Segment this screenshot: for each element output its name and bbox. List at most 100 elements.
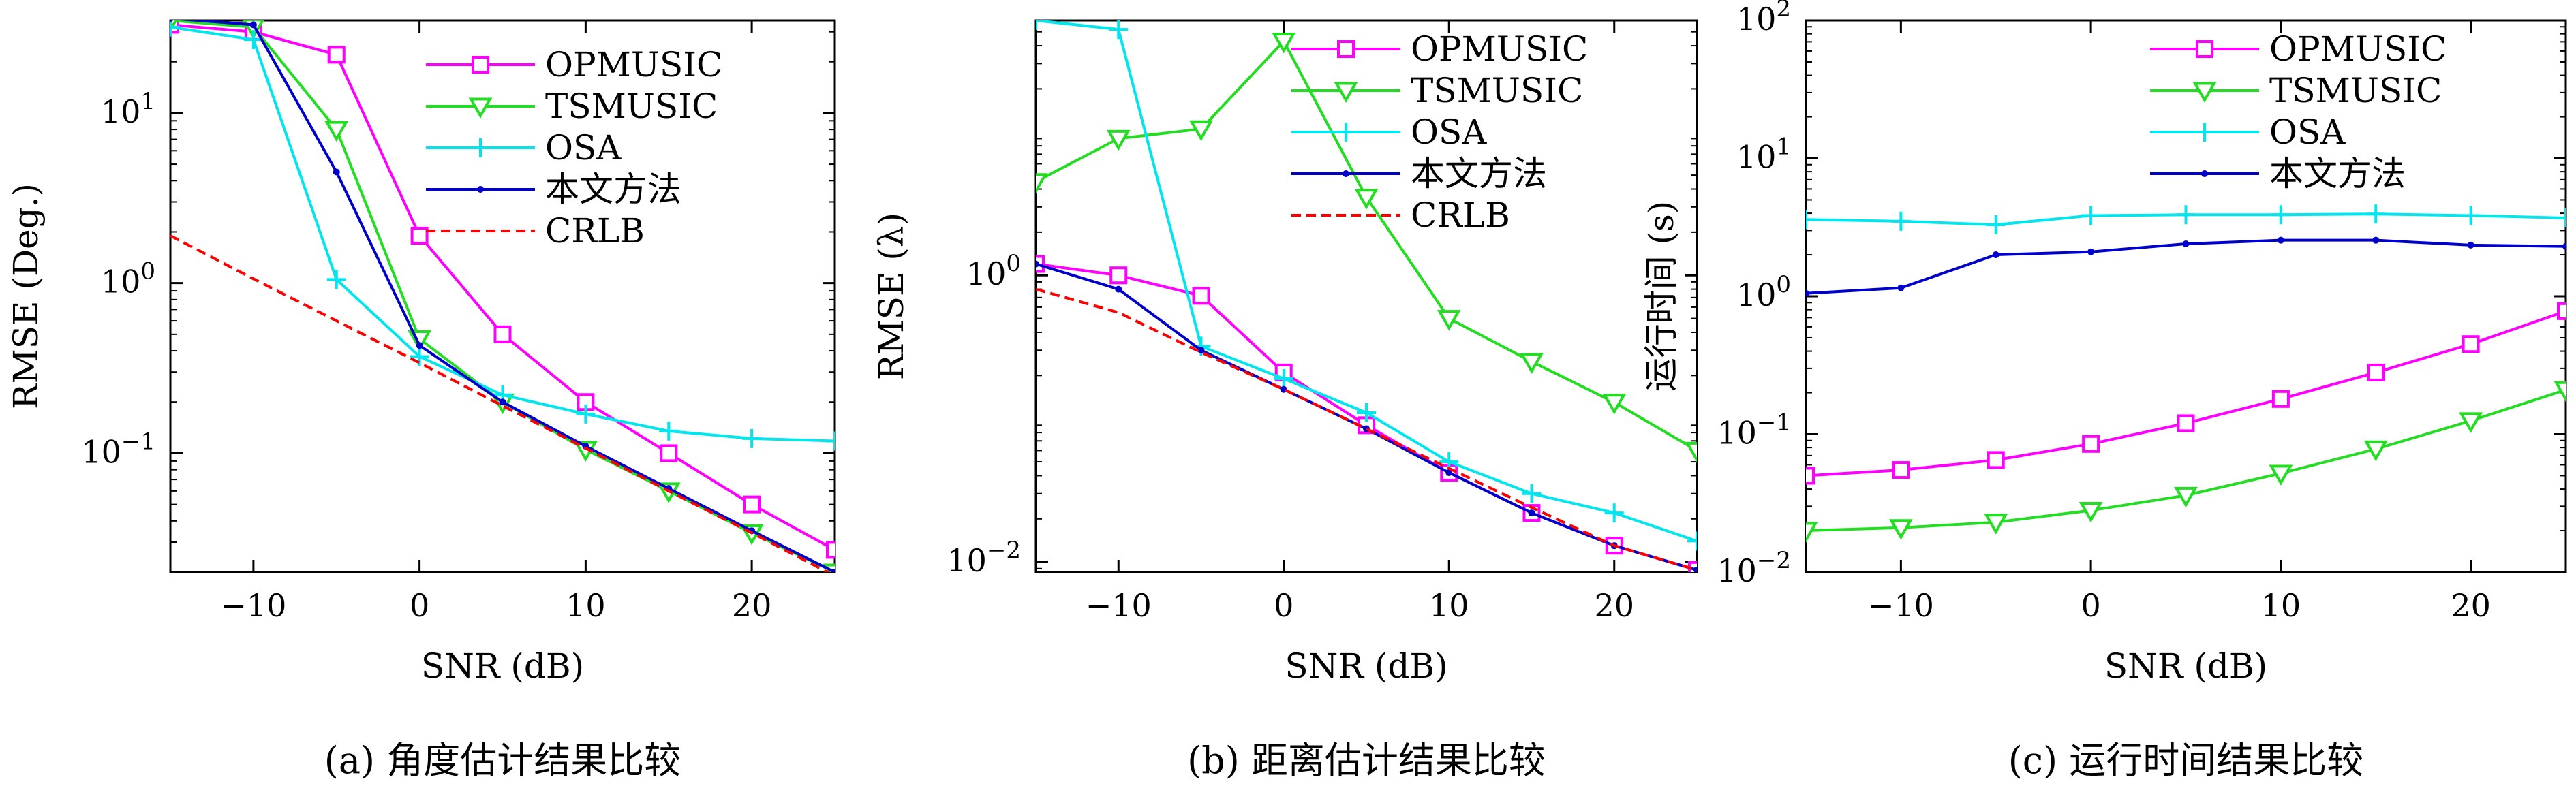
y-tick-label: 10−2 — [947, 537, 1021, 579]
data-point-opmusic — [1109, 266, 1128, 285]
data-point-opmusic — [743, 495, 761, 514]
data-point-tsmusic — [324, 121, 349, 142]
series-line-tsmusic — [1036, 39, 1697, 452]
data-point-tsmusic — [1036, 173, 1048, 194]
data-point-opmusic — [2462, 335, 2480, 353]
x-tick-label: −10 — [1868, 587, 1934, 624]
data-point-proposed — [2182, 240, 2190, 248]
data-point-tsmusic — [1888, 519, 1913, 540]
data-point-osa — [825, 431, 835, 451]
data-point-proposed — [2277, 236, 2284, 244]
x-tick-label: −10 — [220, 587, 286, 624]
data-point-tsmusic — [1437, 310, 1461, 331]
legend-marker-proposed — [2201, 170, 2208, 177]
data-point-osa — [1687, 531, 1697, 551]
data-point-proposed — [2467, 241, 2474, 249]
x-tick-label: 20 — [2451, 587, 2491, 624]
data-point-tsmusic — [1520, 353, 1544, 374]
legend-label-crlb: CRLB — [1411, 195, 1510, 235]
data-point-proposed — [333, 168, 340, 176]
series-line-osa — [170, 25, 835, 443]
legend-marker-proposed — [1343, 170, 1349, 177]
legend-marker-tsmusic — [1334, 82, 1358, 104]
x-tick-label: 0 — [410, 587, 429, 624]
data-point-opmusic — [1688, 561, 1697, 572]
data-point-tsmusic — [1806, 522, 1818, 543]
data-point-proposed — [1806, 289, 1809, 297]
data-point-tsmusic — [1272, 32, 1296, 54]
data-point-proposed — [831, 569, 835, 572]
x-axis-label: SNR (dB) — [421, 646, 584, 686]
legend-label-proposed: 本文方法 — [545, 170, 681, 209]
y-axis-label: RMSE (λ) — [872, 212, 911, 380]
legend-label-opmusic: OPMUSIC — [2269, 29, 2447, 69]
data-point-proposed — [2087, 248, 2095, 255]
legend-label-proposed: 本文方法 — [2269, 154, 2406, 193]
legend-marker-opmusic — [472, 56, 489, 74]
y-tick-label: 100 — [966, 250, 1021, 292]
plot-frame — [169, 19, 836, 573]
data-point-opmusic — [2177, 414, 2195, 432]
data-point-osa — [2081, 206, 2101, 225]
data-point-osa — [1986, 215, 2006, 235]
data-point-opmusic — [826, 541, 835, 559]
legend-marker-tsmusic — [2192, 82, 2217, 104]
legend-label-osa: OSA — [2269, 112, 2346, 152]
legend-marker-osa — [1336, 123, 1355, 142]
data-point-tsmusic — [1189, 120, 1213, 142]
data-point-proposed — [1528, 509, 1535, 517]
data-point-proposed — [170, 20, 173, 22]
panel-range-rmse: 10−2 100 −10 0 10 20 SNR (dB) RMSE (λ) (b) 距离估计结… — [872, 19, 1698, 782]
data-point-opmusic — [2557, 302, 2566, 320]
data-point-osa — [2461, 206, 2481, 225]
series-line-tsmusic — [170, 20, 835, 572]
data-point-proposed — [1693, 566, 1697, 572]
data-point-opmusic — [1892, 461, 1910, 479]
data-point-osa — [2366, 204, 2386, 224]
series-line-proposed — [179, 20, 835, 572]
data-point-osa — [1274, 369, 1293, 389]
data-point-osa — [170, 20, 180, 37]
legend-label-tsmusic: TSMUSIC — [1411, 71, 1583, 110]
series-line-tsmusic — [1806, 388, 2566, 533]
data-point-proposed — [1897, 284, 1905, 291]
data-point-osa — [410, 347, 429, 366]
data-point-proposed — [249, 21, 257, 29]
data-point-osa — [659, 421, 679, 441]
legend-marker-osa — [2195, 123, 2214, 142]
data-point-opmusic — [410, 227, 429, 245]
data-point-opmusic — [660, 444, 678, 462]
y-tick-label: 102 — [1736, 0, 1791, 37]
data-point-tsmusic — [2554, 381, 2566, 403]
data-point-proposed — [1992, 251, 1999, 259]
data-point-tsmusic — [2363, 440, 2388, 462]
series-line-opmusic — [1806, 309, 2566, 477]
data-point-opmusic — [327, 46, 346, 64]
panel-caption: (b) 距离估计结果比较 — [1187, 739, 1546, 782]
y-tick-label: 10−1 — [81, 428, 155, 470]
data-point-opmusic — [2082, 435, 2100, 453]
y-tick-label: 100 — [101, 258, 155, 300]
series-line-proposed — [1806, 238, 2566, 295]
legend-marker-tsmusic — [468, 97, 493, 119]
data-point-proposed — [1445, 469, 1453, 476]
x-tick-label: 20 — [1594, 587, 1634, 624]
series-line-crlb — [170, 234, 831, 572]
legend-label-opmusic: OPMUSIC — [545, 45, 722, 84]
data-point-opmusic — [1987, 451, 2005, 469]
data-point-tsmusic — [1984, 514, 2008, 535]
data-point-osa — [243, 30, 263, 50]
x-tick-label: 10 — [2261, 587, 2301, 624]
y-tick-label: 10−1 — [1717, 409, 1791, 452]
data-point-opmusic — [493, 325, 512, 343]
data-point-tsmusic — [1106, 129, 1131, 151]
data-point-tsmusic — [2174, 486, 2198, 508]
panel-angle-rmse: 10−1 100 101 −10 0 10 20 SNR (dB) RMSE (Deg.) (a)… — [6, 19, 836, 782]
data-point-osa — [1806, 210, 1815, 230]
x-tick-label: 0 — [2081, 587, 2100, 624]
data-point-proposed — [499, 398, 506, 406]
x-axis-label: SNR (dB) — [2104, 646, 2267, 686]
x-axis-label: SNR (dB) — [1285, 646, 1447, 686]
legend-label-tsmusic: TSMUSIC — [2269, 71, 2442, 110]
